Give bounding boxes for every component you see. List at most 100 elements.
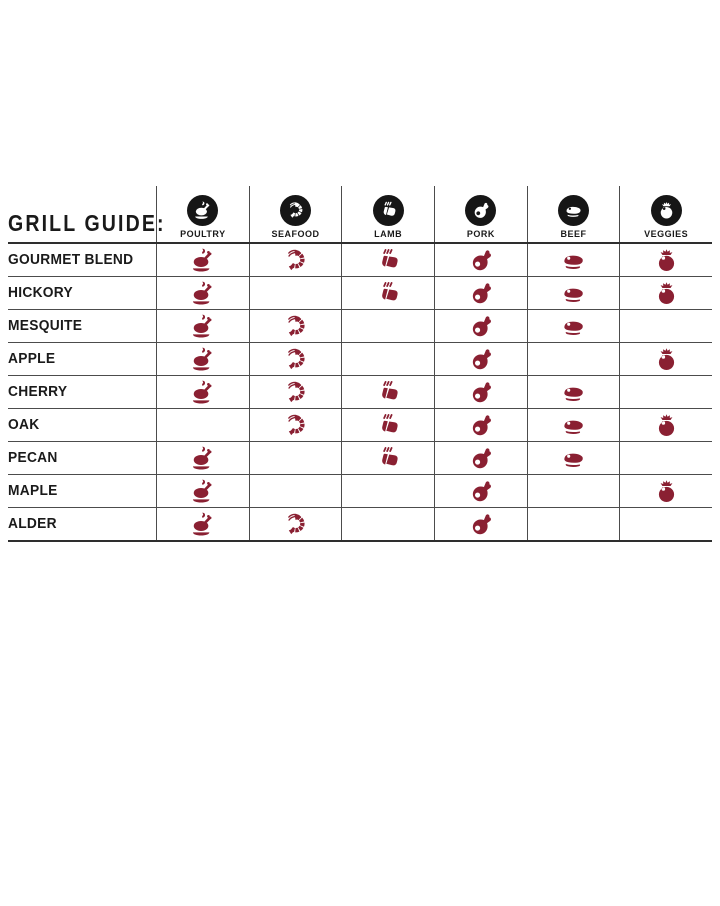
table-row: PECAN [8,442,712,475]
table-row: OAK [8,409,712,442]
cell-6-veggies [619,442,712,474]
tomato-icon [658,479,674,502]
row-label: HICKORY [8,285,74,301]
column-header-beef: BEEF [526,186,620,242]
row-label-cell: HICKORY [8,277,156,309]
steak-icon [564,321,583,335]
title-cell: GRILL GUIDE: [8,186,164,242]
table-row: HICKORY [8,277,712,310]
row-label-cell: OAK [8,409,156,441]
ham-icon [473,480,492,501]
lamb-icon [381,380,398,399]
ham-icon [473,447,492,468]
cell-4-pork [433,376,527,408]
cell-0-pork [433,244,527,276]
table-row: MAPLE [8,475,712,508]
cell-6-seafood [248,442,342,474]
ham-icon [473,249,492,270]
column-label: POULTRY [180,229,226,239]
cell-5-seafood [248,409,342,441]
cell-0-lamb [341,244,434,276]
cell-3-seafood [248,343,342,375]
lamb-icon [381,413,398,432]
poultry-icon [193,446,212,470]
row-label-cell: PECAN [8,442,156,474]
table-row: GOURMET BLEND [8,244,712,277]
grill-guide-table: GRILL GUIDE: POULTRY SEAFOOD LAMB PORK BEEF V… [8,186,712,542]
cell-1-veggies [619,277,712,309]
lamb-circle-icon [372,195,404,226]
cell-7-veggies [619,475,712,507]
pork-circle-icon [465,195,497,226]
row-label: APPLE [8,351,56,367]
beef-circle-icon [557,195,589,226]
poultry-icon [193,248,212,272]
cell-4-veggies [619,376,712,408]
shrimp-icon [287,348,305,369]
steak-icon [564,453,583,467]
cell-1-pork [433,277,527,309]
column-header-seafood: SEAFOOD [248,186,342,242]
cell-7-beef [526,475,620,507]
cell-0-seafood [248,244,342,276]
cell-8-poultry [156,508,249,540]
shrimp-icon [289,202,303,218]
cell-1-seafood [248,277,342,309]
table-row: CHERRY [8,376,712,409]
cell-3-pork [433,343,527,375]
ham-icon [473,381,492,402]
row-label: MESQUITE [8,318,83,334]
shrimp-icon [287,414,305,435]
cell-7-poultry [156,475,249,507]
cell-2-pork [433,310,527,342]
cell-2-beef [526,310,620,342]
poultry-icon [195,201,210,219]
cell-6-poultry [156,442,249,474]
poultry-icon [193,281,212,305]
cell-8-lamb [341,508,434,540]
column-label: SEAFOOD [271,229,320,239]
row-label: MAPLE [8,483,58,499]
column-header-poultry: POULTRY [156,186,249,242]
row-label-cell: CHERRY [8,376,156,408]
cell-2-veggies [619,310,712,342]
column-label: PORK [466,229,495,239]
cell-4-seafood [248,376,342,408]
column-label: LAMB [374,229,403,239]
ham-icon [473,414,492,435]
cell-0-beef [526,244,620,276]
row-label-cell: ALDER [8,508,156,540]
cell-5-beef [526,409,620,441]
poultry-icon [193,314,212,338]
cell-1-poultry [156,277,249,309]
cell-8-seafood [248,508,342,540]
poultry-icon [193,479,212,503]
cell-5-poultry [156,409,249,441]
tomato-icon [660,201,672,219]
cell-8-beef [526,508,620,540]
header-row: GRILL GUIDE: POULTRY SEAFOOD LAMB PORK BEEF V… [8,186,712,244]
tomato-icon [658,413,674,436]
column-header-lamb: LAMB [341,186,434,242]
poultry-icon [193,512,212,536]
lamb-icon [381,446,398,465]
row-label: GOURMET BLEND [8,252,134,268]
row-label: PECAN [8,450,58,466]
seafood-circle-icon [279,195,311,226]
poultry-icon [193,380,212,404]
row-label: OAK [8,417,40,433]
cell-6-lamb [341,442,434,474]
cell-0-poultry [156,244,249,276]
tomato-icon [658,248,674,271]
cell-3-beef [526,343,620,375]
steak-icon [564,387,583,401]
ham-icon [473,513,492,534]
ham-icon [473,348,492,369]
cell-4-beef [526,376,620,408]
ham-icon [474,202,489,218]
row-label-cell: APPLE [8,343,156,375]
cell-8-pork [433,508,527,540]
ham-icon [473,282,492,303]
cell-7-seafood [248,475,342,507]
page-title: GRILL GUIDE: [8,210,166,236]
